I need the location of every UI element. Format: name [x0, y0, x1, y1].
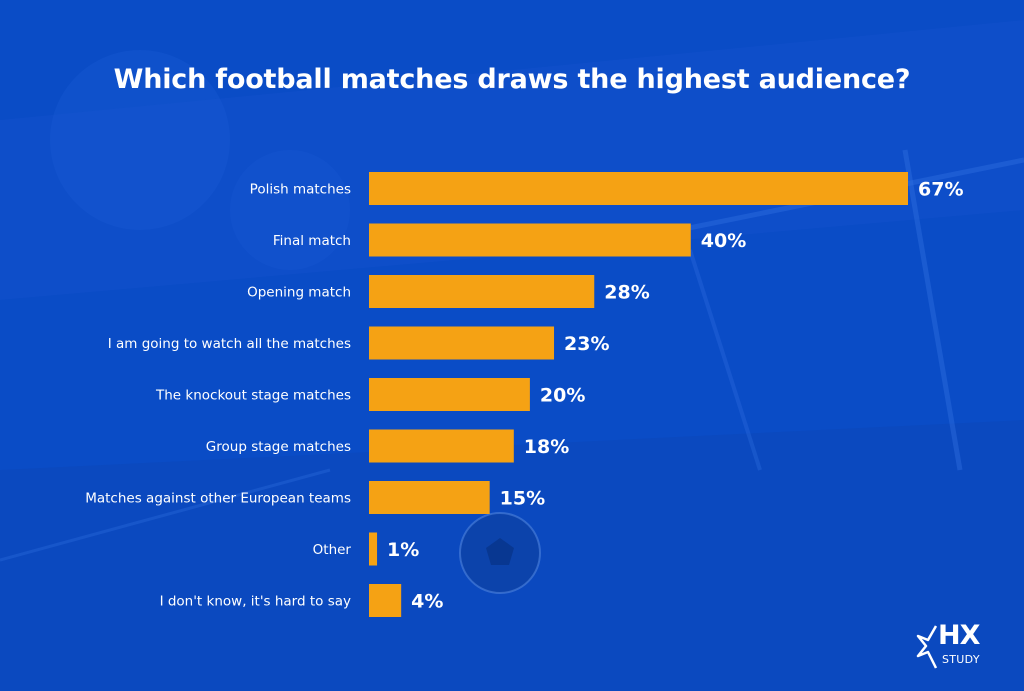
bar [369, 481, 490, 514]
category-label: Matches against other European teams [85, 491, 351, 507]
logo-wordmark: HX [938, 620, 980, 651]
value-label: 4% [411, 591, 443, 613]
bar [369, 275, 595, 308]
category-label: Opening match [247, 285, 351, 301]
value-label: 28% [604, 282, 649, 304]
value-label: 67% [918, 179, 963, 201]
bar [369, 172, 908, 205]
category-label: I don't know, it's hard to say [160, 594, 351, 610]
hx-study-logo: HX STUDY [916, 620, 1006, 676]
bar [369, 378, 530, 411]
category-label: Final match [273, 233, 351, 249]
bar [369, 532, 378, 566]
bar [369, 584, 402, 617]
value-label: 20% [540, 385, 585, 407]
category-label: Group stage matches [206, 439, 351, 455]
value-label: 15% [500, 488, 545, 510]
bar [369, 429, 514, 463]
logo-subtext: STUDY [942, 653, 980, 666]
value-label: 23% [564, 333, 609, 355]
bar [369, 223, 691, 257]
value-label: 18% [524, 436, 569, 458]
logo-star-icon [916, 625, 938, 669]
bar [369, 326, 555, 360]
category-label: Polish matches [250, 182, 351, 198]
category-label: The knockout stage matches [155, 388, 351, 404]
category-label: Other [313, 542, 352, 558]
chart-title: Which football matches draws the highest… [113, 64, 911, 95]
value-label: 1% [387, 539, 419, 561]
value-label: 40% [701, 230, 746, 252]
category-label: I am going to watch all the matches [108, 336, 351, 352]
